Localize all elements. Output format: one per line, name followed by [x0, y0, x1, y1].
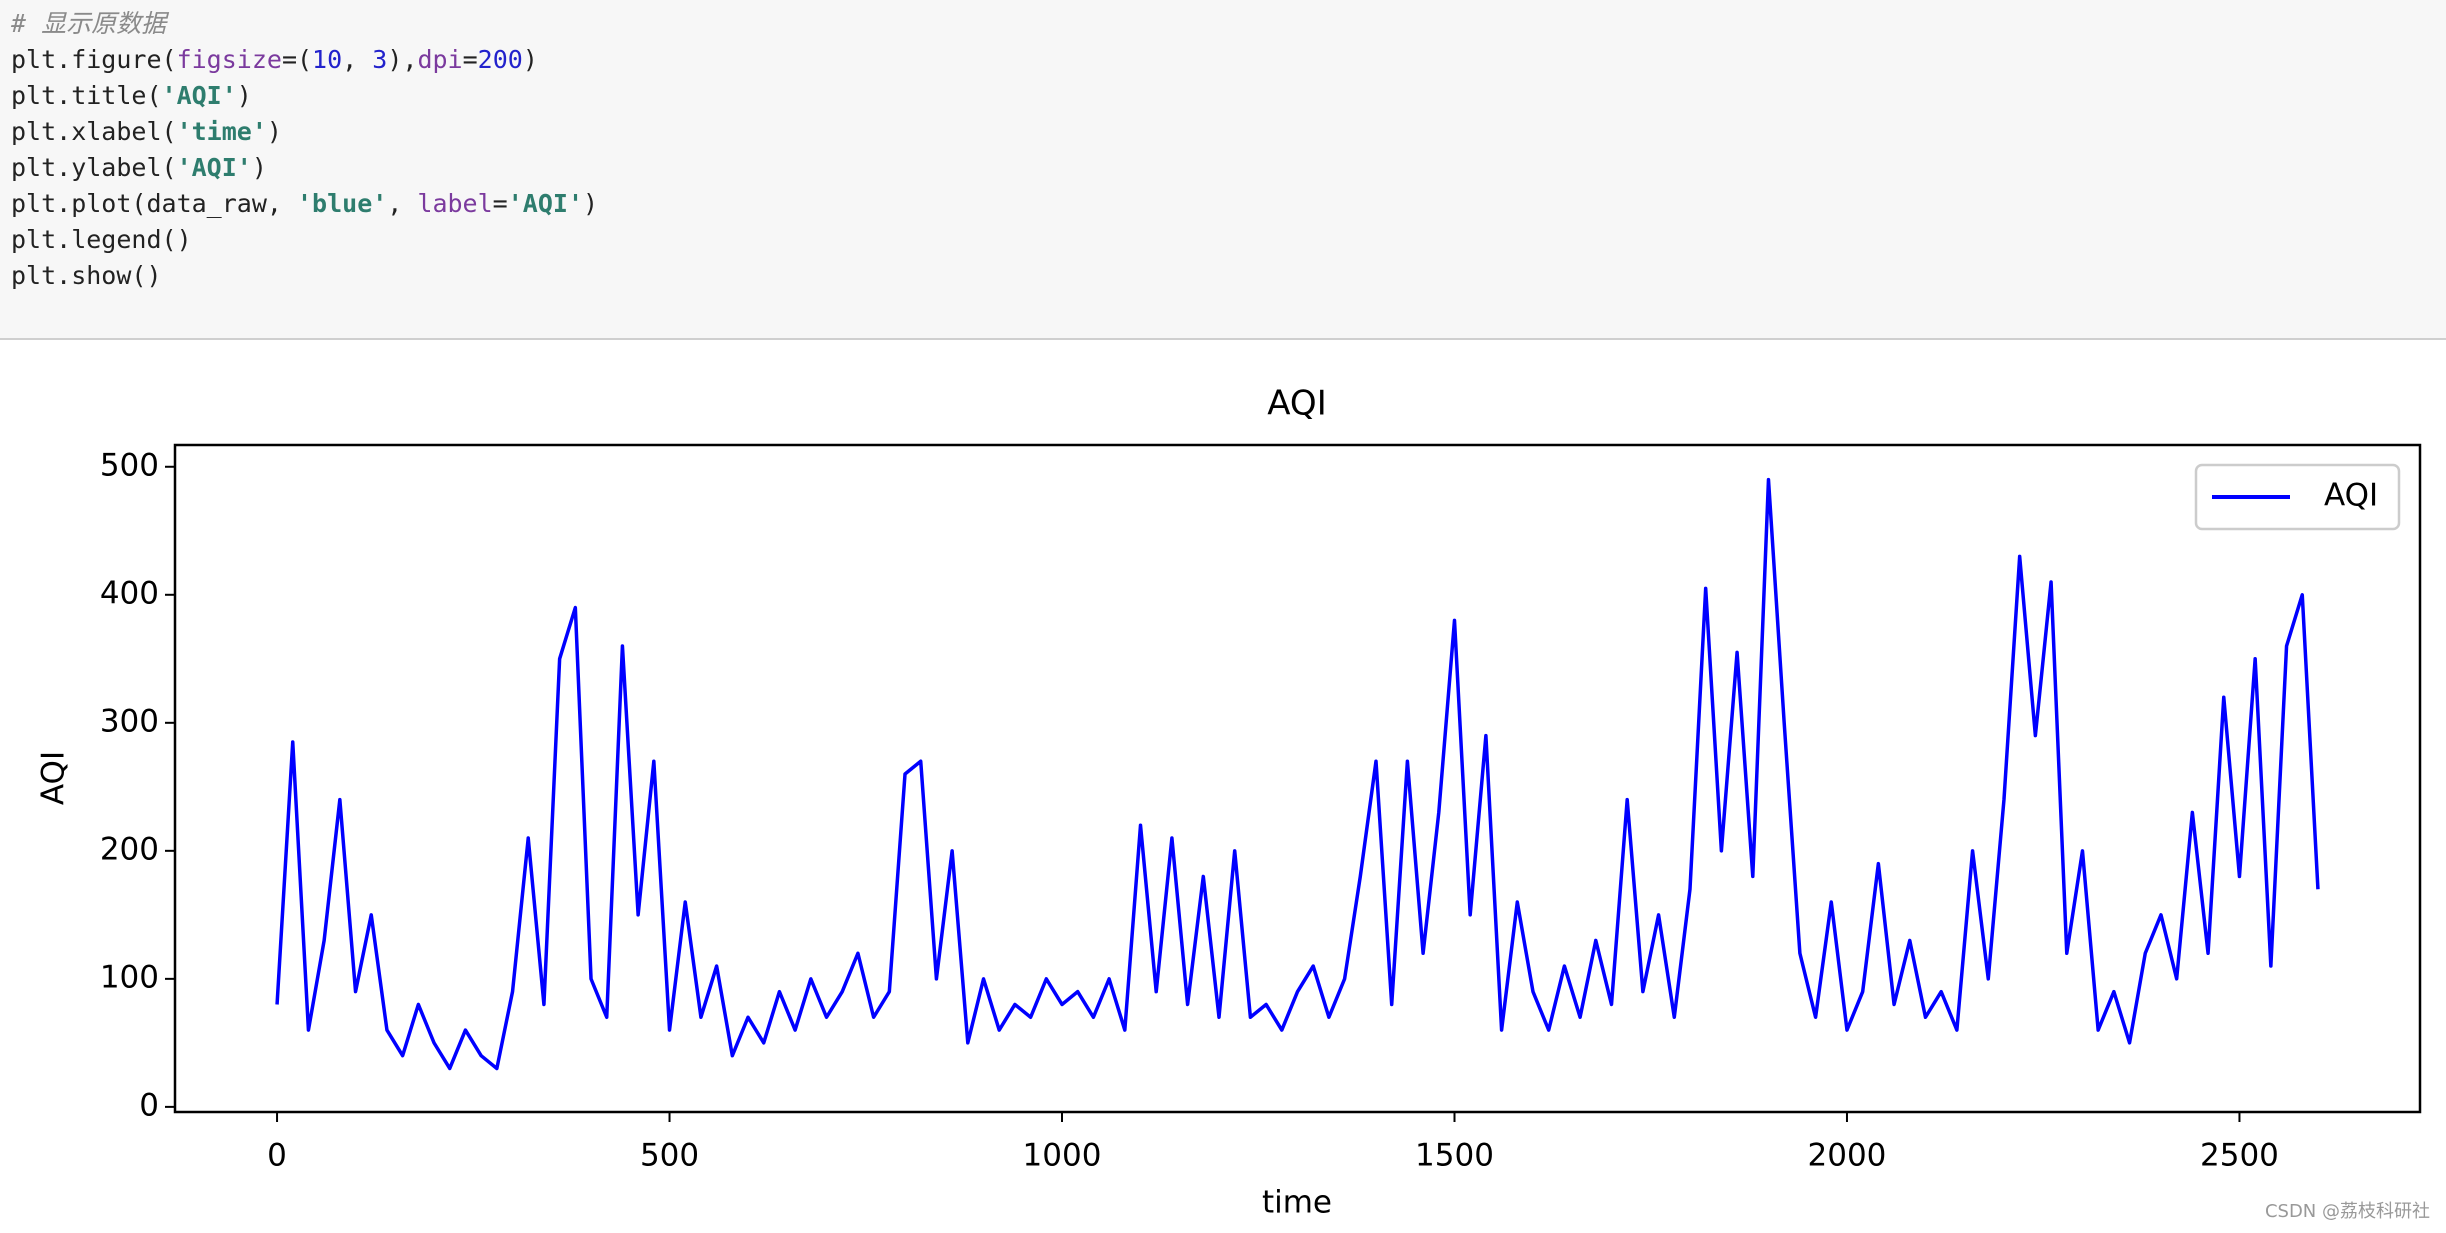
chart-title: AQI [1267, 384, 1326, 424]
code-token: # 显示原数据 [11, 9, 167, 38]
code-token: = [462, 45, 478, 74]
code-token: ) [236, 81, 252, 110]
chart: AQI time AQI CSDN @荔枝科研社 0 100 200 300 400 50… [36, 384, 2431, 1223]
code-line: plt.title('AQI') [11, 78, 2446, 114]
code-line: plt.xlabel('time') [11, 114, 2446, 150]
code-line: plt.show() [11, 258, 2446, 294]
code-token: 'time' [176, 117, 267, 146]
code-token: 10 [312, 45, 343, 74]
code-token: plt.show() [11, 261, 162, 290]
code-token: plt.xlabel( [11, 117, 177, 146]
x-tick-label: 2500 [2200, 1138, 2279, 1174]
code-token: ) [583, 189, 599, 218]
code-line: plt.legend() [11, 222, 2446, 258]
code-token: , [342, 45, 373, 74]
y-tick-label: 0 [139, 1087, 159, 1123]
code-token: plt.title( [11, 81, 162, 110]
code-token: ) [266, 117, 282, 146]
code-token: dpi [417, 45, 463, 74]
code-token: plt.plot(data_raw, [11, 189, 297, 218]
y-axis-label: AQI [36, 751, 72, 805]
code-token: , [387, 189, 418, 218]
y-tick-label: 100 [100, 959, 159, 995]
code-token: 3 [372, 45, 388, 74]
x-tick-label: 2000 [1808, 1138, 1887, 1174]
data-line [275, 477, 2320, 1071]
code-line: # 显示原数据 [11, 6, 2446, 42]
y-tick-label: 200 [100, 831, 159, 867]
code-token: = [492, 189, 508, 218]
watermark: CSDN @荔枝科研社 [2265, 1201, 2430, 1222]
code-token: label [417, 189, 493, 218]
y-tick-label: 400 [100, 575, 159, 611]
code-token: plt.ylabel( [11, 153, 177, 182]
x-axis-label: time [1262, 1185, 1332, 1221]
y-tick-label: 300 [100, 703, 159, 739]
code-token: 'AQI' [507, 189, 583, 218]
code-token: 'blue' [296, 189, 388, 218]
code-token: figsize [176, 45, 282, 74]
legend-label: AQI [2324, 478, 2378, 514]
code-line: plt.figure(figsize=(10, 3),dpi=200) [11, 42, 2446, 78]
code-line: plt.plot(data_raw, 'blue', label='AQI') [11, 186, 2446, 222]
code-token: 200 [477, 45, 523, 74]
code-token: 'AQI' [176, 153, 252, 182]
x-tick-label: 1500 [1415, 1138, 1494, 1174]
plot-frame [173, 443, 2422, 1114]
y-tick-label: 500 [100, 447, 159, 483]
code-token: ) [251, 153, 267, 182]
code-token: =( [281, 45, 313, 74]
code-token: plt.figure( [11, 45, 177, 74]
legend-box [2194, 463, 2401, 531]
code-cell: # 显示原数据 plt.figure(figsize=(10, 3),dpi=20… [0, 0, 2446, 340]
x-tick-label: 500 [640, 1138, 699, 1174]
code-token: 'AQI' [161, 81, 237, 110]
x-tick-label: 1000 [1023, 1138, 1102, 1174]
code-token: plt.legend() [11, 225, 192, 254]
x-tick-label: 0 [267, 1138, 287, 1174]
code-token: ), [387, 45, 418, 74]
code-line: plt.ylabel('AQI') [11, 150, 2446, 186]
code-token: ) [522, 45, 538, 74]
